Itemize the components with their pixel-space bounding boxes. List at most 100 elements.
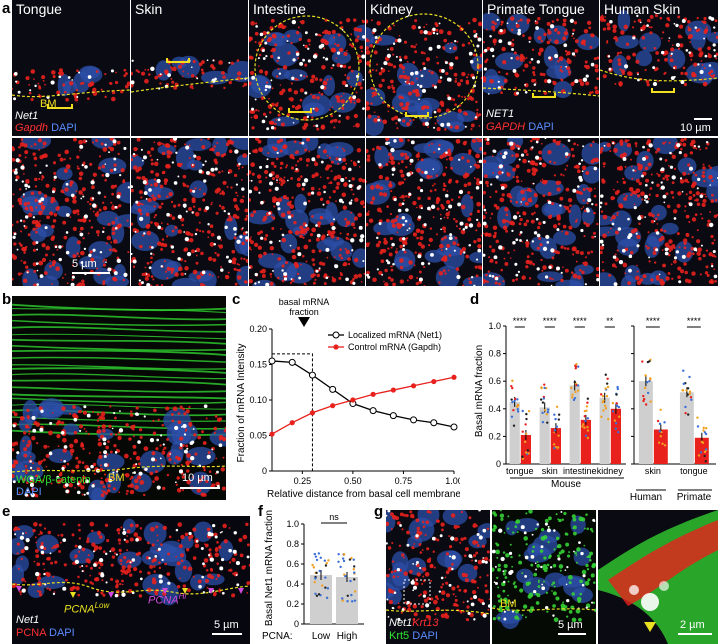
signal-dot bbox=[331, 29, 336, 34]
signal-dot bbox=[694, 26, 698, 29]
signal-dot bbox=[183, 248, 187, 252]
signal-dot bbox=[59, 71, 64, 76]
signal-dot bbox=[231, 260, 235, 265]
signal-dot bbox=[683, 246, 687, 250]
signal-dot bbox=[76, 240, 81, 245]
signal-dot bbox=[388, 160, 391, 163]
signal-dot bbox=[276, 151, 279, 154]
signal-dot bbox=[318, 146, 321, 149]
signal-dot bbox=[333, 177, 337, 181]
signal-dot bbox=[632, 169, 635, 172]
signal-dot bbox=[493, 203, 498, 208]
signal-dot bbox=[517, 270, 521, 273]
signal-dot bbox=[433, 110, 437, 114]
signal-dot bbox=[215, 211, 219, 215]
signal-dot bbox=[97, 530, 102, 535]
signal-dot bbox=[156, 178, 161, 184]
signal-dot bbox=[531, 48, 535, 51]
significance-marker: **** bbox=[687, 316, 702, 326]
signal-dot bbox=[99, 562, 104, 567]
scatter-point bbox=[344, 574, 347, 578]
signal-dot bbox=[468, 95, 473, 100]
scatter-point bbox=[615, 402, 618, 405]
signal-dot bbox=[419, 189, 424, 193]
signal-dot bbox=[454, 595, 457, 598]
signal-dot bbox=[23, 225, 26, 227]
signal-dot bbox=[419, 566, 422, 570]
signal-dot bbox=[323, 29, 329, 35]
signal-dot bbox=[594, 68, 599, 73]
signal-dot bbox=[566, 66, 571, 71]
signal-dot bbox=[228, 259, 232, 264]
signal-dot bbox=[684, 209, 686, 212]
signal-dot bbox=[585, 74, 589, 78]
signal-dot bbox=[81, 81, 85, 85]
signal-dot bbox=[705, 195, 707, 198]
signal-dot bbox=[118, 428, 124, 433]
signal-dot bbox=[532, 70, 536, 74]
signal-dot bbox=[546, 241, 550, 244]
signal-dot bbox=[100, 493, 105, 498]
signal-dot bbox=[139, 216, 144, 222]
signal-dot bbox=[390, 278, 394, 282]
signal-dot bbox=[353, 125, 355, 128]
signal-dot bbox=[526, 239, 529, 242]
signal-dot bbox=[556, 266, 561, 271]
signal-dot bbox=[14, 526, 19, 531]
signal-dot bbox=[222, 523, 227, 529]
signal-dot bbox=[24, 580, 27, 583]
signal-dot bbox=[280, 183, 284, 187]
signal-dot bbox=[329, 181, 333, 185]
signal-dot bbox=[101, 416, 106, 420]
signal-dot bbox=[153, 216, 156, 219]
scatter-point bbox=[512, 424, 516, 427]
signal-dot bbox=[655, 231, 660, 235]
signal-dot bbox=[701, 202, 706, 208]
scatter-point bbox=[613, 419, 617, 422]
signal-dot bbox=[176, 488, 182, 493]
signal-dot bbox=[111, 220, 116, 225]
signal-dot bbox=[498, 275, 501, 278]
signal-dot bbox=[69, 443, 74, 449]
scatter-point bbox=[543, 386, 546, 390]
signal-dot bbox=[514, 262, 518, 266]
signal-dot bbox=[317, 268, 321, 272]
panel-b-label: b bbox=[2, 291, 12, 308]
signal-dot bbox=[347, 167, 352, 172]
bar bbox=[638, 381, 653, 464]
signal-dot bbox=[299, 141, 302, 145]
signal-dot bbox=[572, 32, 575, 35]
signal-dot bbox=[582, 261, 585, 264]
nucleus bbox=[80, 66, 103, 84]
signal-dot bbox=[118, 542, 121, 545]
signal-dot bbox=[648, 26, 651, 29]
signal-dot bbox=[223, 428, 226, 433]
signal-dot bbox=[544, 138, 547, 140]
signal-dot bbox=[448, 65, 454, 70]
signal-dot bbox=[443, 184, 446, 187]
signal-dot bbox=[279, 161, 284, 166]
signal-dot bbox=[181, 426, 183, 428]
signal-dot bbox=[663, 229, 667, 233]
signal-dot bbox=[535, 140, 539, 144]
signal-dot bbox=[46, 587, 49, 590]
scatter-point bbox=[353, 578, 356, 581]
signal-dot bbox=[19, 535, 25, 540]
signal-dot bbox=[185, 428, 188, 431]
signal-dot bbox=[473, 29, 477, 34]
signal-dot bbox=[323, 47, 326, 50]
signal-dot bbox=[430, 204, 436, 209]
signal-dot bbox=[160, 434, 163, 437]
signal-dot bbox=[692, 171, 695, 174]
signal-dot bbox=[221, 190, 224, 194]
signal-dot bbox=[295, 150, 299, 154]
scatter-point bbox=[313, 552, 317, 556]
signal-dot bbox=[173, 462, 176, 465]
signal-dot bbox=[228, 61, 231, 64]
nucleus bbox=[93, 267, 112, 285]
signal-dot bbox=[301, 182, 306, 187]
signal-dot bbox=[635, 145, 638, 148]
category-label: tongue bbox=[506, 466, 534, 476]
signal-dot bbox=[702, 163, 705, 166]
signal-dot bbox=[416, 526, 420, 531]
